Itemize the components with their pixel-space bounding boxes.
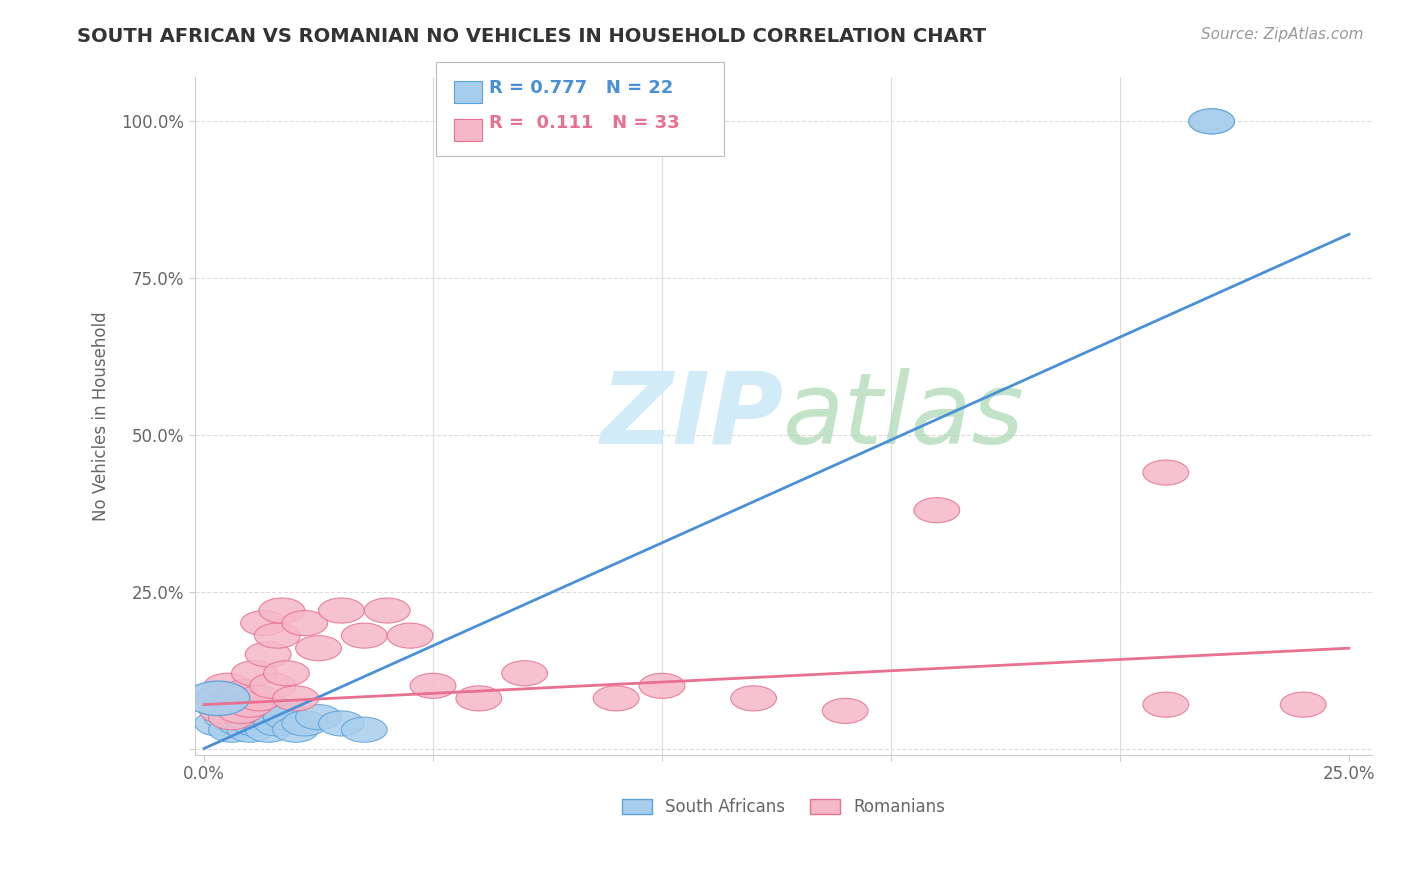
Text: SOUTH AFRICAN VS ROMANIAN NO VEHICLES IN HOUSEHOLD CORRELATION CHART: SOUTH AFRICAN VS ROMANIAN NO VEHICLES IN… xyxy=(77,27,987,45)
Ellipse shape xyxy=(214,686,259,711)
Ellipse shape xyxy=(232,661,277,686)
Text: atlas: atlas xyxy=(783,368,1025,465)
Ellipse shape xyxy=(263,705,309,730)
Ellipse shape xyxy=(226,717,273,742)
Ellipse shape xyxy=(1281,692,1326,717)
Ellipse shape xyxy=(319,711,364,736)
Ellipse shape xyxy=(1143,460,1188,485)
Ellipse shape xyxy=(259,598,305,624)
Ellipse shape xyxy=(387,624,433,648)
Ellipse shape xyxy=(731,686,776,711)
Ellipse shape xyxy=(250,673,295,698)
Ellipse shape xyxy=(273,686,319,711)
Ellipse shape xyxy=(195,686,240,711)
Legend: South Africans, Romanians: South Africans, Romanians xyxy=(614,791,952,822)
Ellipse shape xyxy=(259,698,305,723)
Ellipse shape xyxy=(319,598,364,624)
Ellipse shape xyxy=(208,717,254,742)
Y-axis label: No Vehicles in Household: No Vehicles in Household xyxy=(93,311,110,521)
Ellipse shape xyxy=(195,711,240,736)
Ellipse shape xyxy=(214,698,259,723)
Ellipse shape xyxy=(914,498,960,523)
Ellipse shape xyxy=(240,698,287,723)
Ellipse shape xyxy=(254,711,301,736)
Ellipse shape xyxy=(245,717,291,742)
Ellipse shape xyxy=(1188,109,1234,134)
Ellipse shape xyxy=(236,705,281,730)
Ellipse shape xyxy=(342,624,387,648)
Ellipse shape xyxy=(640,673,685,698)
Ellipse shape xyxy=(222,680,269,705)
Ellipse shape xyxy=(823,698,868,723)
Ellipse shape xyxy=(226,698,273,723)
Ellipse shape xyxy=(208,705,254,730)
Ellipse shape xyxy=(226,692,273,717)
Ellipse shape xyxy=(232,711,277,736)
Ellipse shape xyxy=(1188,109,1234,134)
Ellipse shape xyxy=(222,705,269,730)
Ellipse shape xyxy=(245,642,291,667)
Ellipse shape xyxy=(240,610,287,636)
Ellipse shape xyxy=(295,636,342,661)
Ellipse shape xyxy=(364,598,411,624)
Ellipse shape xyxy=(200,698,245,723)
Ellipse shape xyxy=(186,681,250,715)
Ellipse shape xyxy=(204,673,250,698)
Ellipse shape xyxy=(281,610,328,636)
Ellipse shape xyxy=(273,717,319,742)
Ellipse shape xyxy=(593,686,640,711)
Ellipse shape xyxy=(218,698,263,723)
Ellipse shape xyxy=(502,661,547,686)
Ellipse shape xyxy=(1143,692,1188,717)
Ellipse shape xyxy=(204,705,250,730)
Ellipse shape xyxy=(342,717,387,742)
Ellipse shape xyxy=(263,661,309,686)
Ellipse shape xyxy=(250,705,295,730)
Ellipse shape xyxy=(411,673,456,698)
Ellipse shape xyxy=(456,686,502,711)
Text: Source: ZipAtlas.com: Source: ZipAtlas.com xyxy=(1201,27,1364,42)
Ellipse shape xyxy=(236,686,281,711)
Ellipse shape xyxy=(295,705,342,730)
Ellipse shape xyxy=(218,711,263,736)
Text: R =  0.111   N = 33: R = 0.111 N = 33 xyxy=(489,114,681,132)
Ellipse shape xyxy=(254,624,301,648)
Text: R = 0.777   N = 22: R = 0.777 N = 22 xyxy=(489,79,673,97)
Text: ZIP: ZIP xyxy=(600,368,783,465)
Ellipse shape xyxy=(281,711,328,736)
